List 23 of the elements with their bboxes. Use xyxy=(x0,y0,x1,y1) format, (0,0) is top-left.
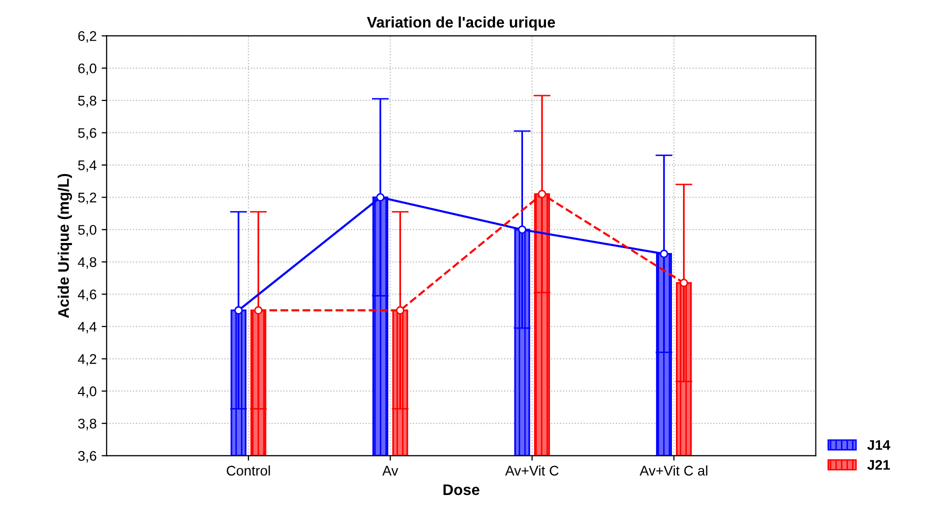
y-tick-label: 6,0 xyxy=(78,63,96,75)
y-tick-label: 4,0 xyxy=(78,386,96,398)
x-tick-label: Av xyxy=(382,466,398,476)
y-axis-title: Acide Urique (mg/L) xyxy=(58,174,72,318)
legend-label: J21 xyxy=(867,460,890,470)
y-tick-label: 5,4 xyxy=(78,160,96,172)
y-tick-label: 4,8 xyxy=(78,257,96,269)
x-tick-label: Av+Vit C al xyxy=(640,465,708,476)
y-tick-label: 5,0 xyxy=(78,224,96,236)
chart-title: Variation de l'acide urique xyxy=(366,16,556,31)
x-tick-label: Av+Vit C xyxy=(505,465,559,476)
y-tick-label: 5,8 xyxy=(78,96,96,108)
y-tick-label: 4,2 xyxy=(78,354,96,366)
x-tick-label: Control xyxy=(226,465,270,476)
legend-label: J14 xyxy=(867,440,890,450)
y-tick-label: 5,2 xyxy=(78,192,96,204)
y-tick-label: 3,6 xyxy=(78,451,96,462)
y-tick-label: 4,6 xyxy=(78,290,96,302)
y-tick-label: 5,6 xyxy=(78,128,96,140)
x-axis-title: Dose xyxy=(444,484,480,496)
y-tick-label: 3,8 xyxy=(78,418,96,430)
y-tick-label: 6,2 xyxy=(78,31,96,43)
y-tick-label: 4,4 xyxy=(78,322,96,334)
